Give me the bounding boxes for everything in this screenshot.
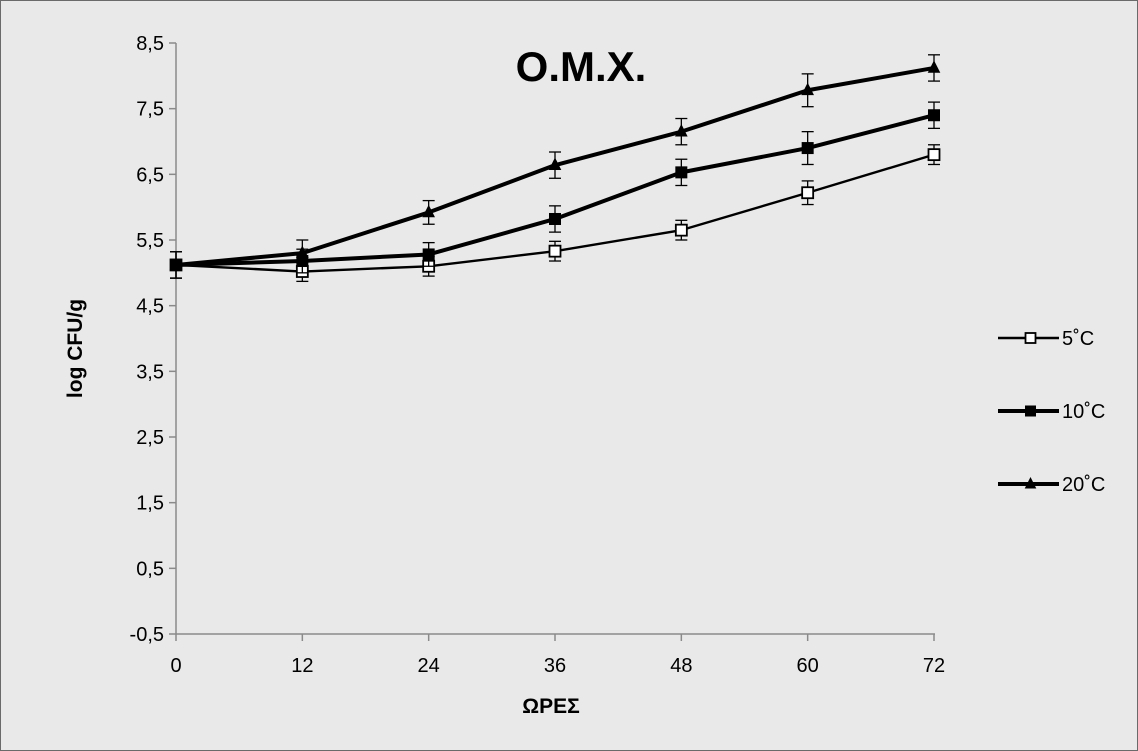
x-tick-label-0: 0 (170, 655, 181, 677)
data-point-2-5 (801, 82, 814, 96)
data-point-0-4 (674, 223, 688, 237)
y-tick-label-6: 5,5 (136, 230, 164, 252)
data-point-2-3 (548, 157, 562, 170)
x-tick-label-2: 24 (418, 655, 440, 677)
data-point-2-0 (169, 257, 183, 270)
legend-label-2: 20˚C (1062, 474, 1105, 496)
data-point-1-2 (422, 248, 435, 261)
data-point-2-4 (675, 124, 688, 137)
y-tick-label-1: 0,5 (136, 558, 164, 580)
data-point-2-1 (296, 245, 309, 258)
x-tick-label-3: 36 (544, 655, 566, 677)
data-point-1-4 (675, 166, 688, 179)
y-axis-title: log CFU/g (64, 299, 87, 398)
y-tick-label-5: 4,5 (136, 296, 164, 318)
y-tick-label-0: -0,5 (130, 624, 164, 646)
data-point-0-5 (801, 186, 815, 200)
data-point-2-2 (422, 204, 435, 218)
x-tick-label-5: 60 (797, 655, 819, 677)
x-axis-title: ΩΡΕΣ (522, 695, 579, 718)
data-point-0-3 (548, 244, 562, 258)
legend-marker-2 (1024, 476, 1037, 489)
x-tick-label-6: 72 (923, 655, 945, 677)
x-tick-label-1: 12 (291, 655, 313, 677)
data-point-0-6 (927, 148, 941, 162)
y-tick-label-8: 7,5 (136, 99, 164, 121)
data-point-1-5 (801, 142, 814, 155)
data-point-1-6 (928, 109, 940, 122)
y-tick-label-9: 8,5 (136, 33, 164, 55)
y-tick-label-3: 2,5 (136, 427, 164, 449)
legend-marker-1 (1025, 405, 1036, 417)
x-tick-label-4: 48 (670, 655, 692, 677)
y-tick-label-4: 3,5 (136, 361, 164, 383)
data-point-2-6 (927, 60, 941, 73)
legend-marker-0 (1024, 332, 1037, 344)
legend-label-0: 5˚C (1062, 328, 1094, 350)
y-tick-label-2: 1,5 (136, 493, 164, 515)
data-point-1-3 (549, 212, 561, 225)
chart-title: Ο.Μ.Χ. (516, 43, 647, 90)
y-tick-label-7: 6,5 (136, 164, 164, 186)
legend-label-1: 10˚C (1062, 401, 1105, 423)
